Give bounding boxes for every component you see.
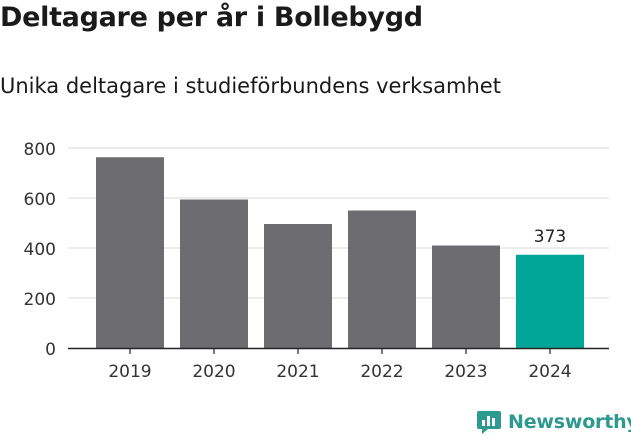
y-tick-label: 0 (45, 340, 56, 360)
brand-name: Newsworthy (508, 411, 631, 433)
x-tick-label: 2023 (444, 362, 487, 382)
bar (96, 157, 164, 348)
x-tick-label: 2020 (192, 362, 235, 382)
y-tick-label: 800 (24, 140, 56, 160)
x-tick-label: 2021 (276, 362, 319, 382)
bar (432, 245, 500, 348)
bar (180, 199, 248, 348)
brand-logo: Newsworthy (476, 408, 631, 436)
bar (348, 210, 416, 348)
x-tick-label: 2022 (360, 362, 403, 382)
bar (516, 254, 584, 348)
x-tick-label: 2024 (528, 362, 571, 382)
x-tick-label: 2019 (108, 362, 151, 382)
y-tick-label: 200 (24, 290, 56, 310)
chart-title: Deltagare per år i Bollebygd (0, 2, 423, 33)
data-label: 373 (534, 227, 566, 247)
y-tick-label: 600 (24, 190, 56, 210)
y-tick-label: 400 (24, 240, 56, 260)
bar (264, 224, 332, 348)
newsworthy-logo-icon (477, 411, 501, 434)
chart-subtitle: Unika deltagare i studieförbundens verks… (0, 74, 501, 98)
